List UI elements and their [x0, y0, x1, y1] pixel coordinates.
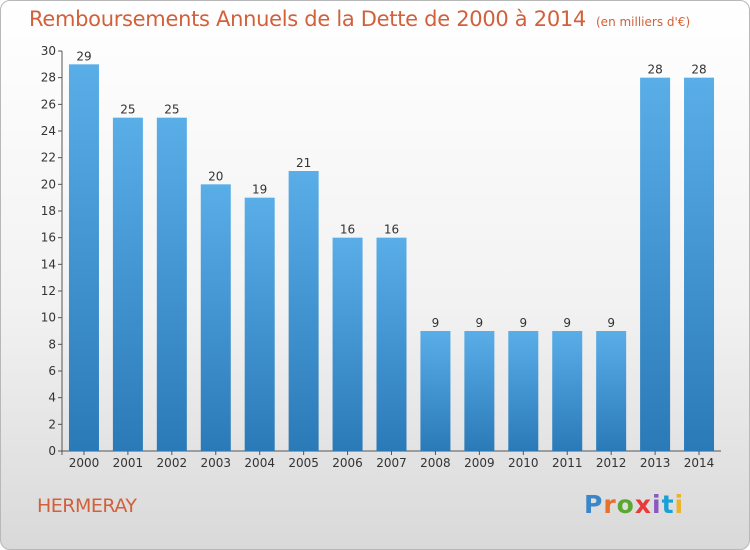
bar-value-label: 21	[296, 156, 311, 170]
bar	[112, 117, 143, 452]
x-tick-label: 2005	[288, 456, 319, 470]
bar-value-label: 28	[691, 63, 706, 77]
x-tick-label: 2004	[244, 456, 275, 470]
bar	[332, 237, 363, 451]
bar-value-label: 9	[432, 316, 440, 330]
y-tick-label: 14	[41, 257, 56, 271]
bar	[640, 77, 671, 452]
bar	[420, 331, 451, 451]
x-tick-label: 2008	[420, 456, 451, 470]
y-tick-label: 18	[41, 204, 56, 218]
x-tick-label: 2013	[640, 456, 671, 470]
y-tick-label: 12	[41, 284, 56, 298]
bar-value-label: 29	[76, 49, 91, 63]
y-tick-label: 30	[41, 44, 56, 58]
y-tick-label: 24	[41, 124, 56, 138]
logo-letter: P	[584, 490, 604, 519]
bar-value-label: 16	[384, 223, 399, 237]
bar-value-label: 28	[647, 63, 662, 77]
logo-letter: r	[603, 490, 617, 519]
y-tick-label: 26	[41, 97, 56, 111]
bar	[684, 77, 715, 452]
x-tick-label: 2009	[464, 456, 495, 470]
bar-value-label: 25	[164, 103, 179, 117]
x-tick-label: 2007	[376, 456, 407, 470]
logo-letter: i	[674, 490, 685, 519]
bar-value-label: 19	[252, 183, 267, 197]
y-tick-label: 20	[41, 177, 56, 191]
logo-letter: t	[661, 490, 675, 519]
bar-value-label: 9	[476, 316, 484, 330]
chart-title-block: Remboursements Annuels de la Dette de 20…	[29, 7, 690, 31]
y-tick-label: 4	[48, 391, 56, 405]
x-tick-label: 2006	[332, 456, 363, 470]
x-tick-label: 2012	[596, 456, 627, 470]
x-tick-label: 2001	[113, 456, 144, 470]
bar-value-label: 16	[340, 223, 355, 237]
logo-letter: i	[652, 490, 662, 519]
bar	[156, 117, 187, 452]
y-tick-label: 22	[41, 151, 56, 165]
x-tick-label: 2002	[157, 456, 188, 470]
bar-value-label: 25	[120, 103, 135, 117]
logo-letter: x	[634, 490, 652, 519]
x-tick-label: 2000	[69, 456, 100, 470]
y-tick-label: 16	[41, 231, 56, 245]
logo-letter: o	[616, 490, 635, 519]
y-tick-label: 10	[41, 311, 56, 325]
y-tick-label: 28	[41, 71, 56, 85]
bar	[596, 331, 627, 451]
bar	[288, 171, 319, 451]
bar	[508, 331, 539, 451]
y-tick-label: 6	[48, 364, 56, 378]
proxiti-logo: Proxiti	[584, 490, 684, 519]
chart-title: Remboursements Annuels de la Dette de 20…	[29, 7, 586, 31]
bar-value-label: 9	[607, 316, 615, 330]
bar	[200, 184, 231, 452]
x-tick-label: 2003	[200, 456, 231, 470]
chart-unit: (en milliers d'€)	[596, 15, 691, 29]
x-tick-label: 2010	[508, 456, 539, 470]
bar	[68, 64, 99, 452]
bar	[244, 197, 275, 451]
x-tick-label: 2014	[684, 456, 715, 470]
bar	[464, 331, 495, 451]
x-tick-label: 2011	[552, 456, 583, 470]
bar	[552, 331, 583, 451]
bar-value-label: 9	[519, 316, 527, 330]
y-tick-label: 2	[48, 417, 56, 431]
commune-name: HERMERAY	[37, 495, 137, 517]
bar	[376, 237, 407, 451]
y-tick-label: 8	[48, 337, 56, 351]
bar-value-label: 9	[563, 316, 571, 330]
bar-value-label: 20	[208, 169, 223, 183]
y-tick-label: 0	[48, 444, 56, 458]
